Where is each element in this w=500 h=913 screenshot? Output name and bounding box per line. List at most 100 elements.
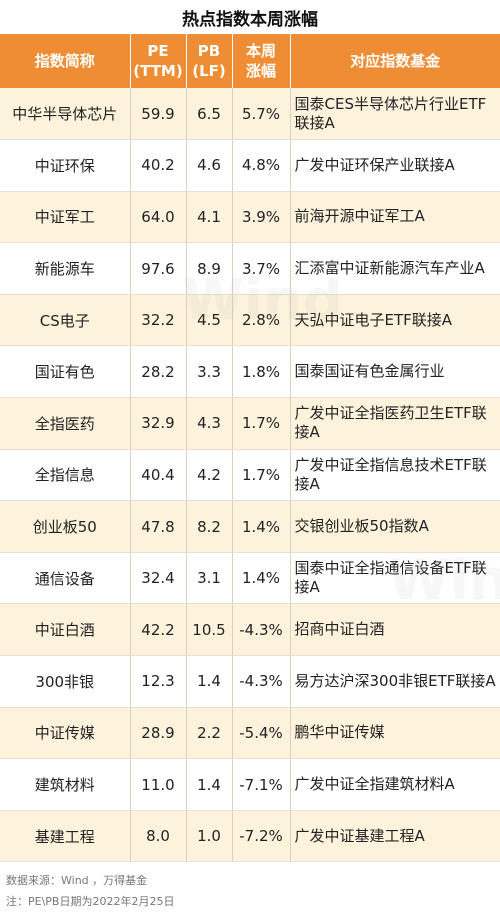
pb-cell: 4.2: [186, 449, 233, 502]
index-table: 指数简称 PE (TTM) PB (LF) 本周 涨幅 对应指数基金 中华半导体芯片 5…: [0, 34, 500, 863]
weekly-change-cell: -4.3%: [232, 655, 291, 708]
table-row: 新能源车 97.6 8.9 3.7% 汇添富中证新能源汽车产业A: [0, 242, 500, 295]
fund-name-cell: 广发中证环保产业联接A: [290, 139, 500, 192]
table-body: 中华半导体芯片 59.9 6.5 5.7% 国泰CES半导体芯片行业ETF联接A 中证环保…: [0, 88, 500, 863]
index-name-cell: 基建工程: [0, 810, 131, 863]
fund-name-cell: 国泰国证有色金属行业: [290, 345, 500, 399]
pb-cell: 4.6: [186, 139, 233, 192]
header-weekly-change: 本周 涨幅: [232, 34, 291, 88]
pe-cell: 32.2: [130, 294, 187, 347]
table-row: 国证有色 28.2 3.3 1.8% 国泰国证有色金属行业: [0, 345, 500, 399]
table-row: 创业板50 47.8 8.2 1.4% 交银创业板50指数A: [0, 500, 500, 553]
weekly-change-cell: 1.7%: [232, 397, 291, 450]
pb-cell: 8.9: [186, 242, 233, 295]
index-name-cell: 中证环保: [0, 139, 131, 192]
table-row: 全指信息 40.4 4.2 1.7% 广发中证全指信息技术ETF联接A: [0, 449, 500, 502]
table-row: CS电子 32.2 4.5 2.8% 天弘中证电子ETF联接A: [0, 294, 500, 347]
header-name: 指数简称: [0, 34, 131, 88]
fund-name-cell: 广发中证基建工程A: [290, 810, 500, 863]
pe-cell: 42.2: [130, 603, 187, 657]
weekly-change-cell: 2.8%: [232, 294, 291, 347]
index-name-cell: 通信设备: [0, 552, 131, 605]
date-note: 注：PE\PB日期为2022年2月25日: [6, 895, 175, 908]
pe-cell: 32.4: [130, 552, 187, 605]
pb-cell: 4.3: [186, 397, 233, 450]
pe-cell: 40.4: [130, 449, 187, 502]
pb-cell: 6.5: [186, 88, 233, 141]
index-name-cell: 国证有色: [0, 345, 131, 399]
weekly-change-cell: 4.8%: [232, 139, 291, 192]
data-source-note: 数据来源：Wind ，万得基金: [6, 874, 148, 887]
pe-cell: 12.3: [130, 655, 187, 708]
weekly-change-cell: 1.4%: [232, 500, 291, 553]
table-row: 基建工程 8.0 1.0 -7.2% 广发中证基建工程A: [0, 810, 500, 863]
weekly-change-cell: 5.7%: [232, 88, 291, 141]
header-pe: PE (TTM): [130, 34, 187, 88]
table-row: 中证环保 40.2 4.6 4.8% 广发中证环保产业联接A: [0, 139, 500, 192]
fund-name-cell: 前海开源中证军工A: [290, 191, 500, 244]
index-name-cell: 中华半导体芯片: [0, 88, 131, 141]
table-row: 中华半导体芯片 59.9 6.5 5.7% 国泰CES半导体芯片行业ETF联接A: [0, 88, 500, 141]
weekly-change-cell: 3.9%: [232, 191, 291, 244]
pe-cell: 28.9: [130, 707, 187, 760]
pe-cell: 47.8: [130, 500, 187, 553]
weekly-change-cell: -4.3%: [232, 603, 291, 657]
pb-cell: 8.2: [186, 500, 233, 553]
pe-cell: 11.0: [130, 758, 187, 811]
fund-name-cell: 鹏华中证传媒: [290, 707, 500, 760]
fund-name-cell: 广发中证全指信息技术ETF联接A: [290, 449, 500, 502]
fund-name-cell: 交银创业板50指数A: [290, 500, 500, 553]
table-row: 全指医药 32.9 4.3 1.7% 广发中证全指医药卫生ETF联接A: [0, 397, 500, 450]
index-name-cell: 300非银: [0, 655, 131, 708]
index-name-cell: 创业板50: [0, 500, 131, 553]
fund-name-cell: 广发中证全指建筑材料A: [290, 758, 500, 811]
pb-cell: 3.3: [186, 345, 233, 399]
pb-cell: 4.1: [186, 191, 233, 244]
index-name-cell: 全指医药: [0, 397, 131, 450]
fund-name-cell: 招商中证白酒: [290, 603, 500, 657]
fund-name-cell: 广发中证全指医药卫生ETF联接A: [290, 397, 500, 450]
header-pb: PB (LF): [186, 34, 233, 88]
pe-cell: 40.2: [130, 139, 187, 192]
table-row: 建筑材料 11.0 1.4 -7.1% 广发中证全指建筑材料A: [0, 758, 500, 811]
weekly-change-cell: 3.7%: [232, 242, 291, 295]
fund-name-cell: 国泰中证全指通信设备ETF联接A: [290, 552, 500, 605]
weekly-change-cell: -5.4%: [232, 707, 291, 760]
pb-cell: 1.4: [186, 758, 233, 811]
index-name-cell: 建筑材料: [0, 758, 131, 811]
pe-cell: 8.0: [130, 810, 187, 863]
table-row: 中证军工 64.0 4.1 3.9% 前海开源中证军工A: [0, 191, 500, 244]
pe-cell: 28.2: [130, 345, 187, 399]
header-fund: 对应指数基金: [290, 34, 500, 88]
pb-cell: 10.5: [186, 603, 233, 657]
index-name-cell: 中证白酒: [0, 603, 131, 657]
fund-name-cell: 易方达沪深300非银ETF联接A: [290, 655, 500, 708]
weekly-change-cell: -7.1%: [232, 758, 291, 811]
index-name-cell: CS电子: [0, 294, 131, 347]
index-name-cell: 中证传媒: [0, 707, 131, 760]
fund-name-cell: 天弘中证电子ETF联接A: [290, 294, 500, 347]
pb-cell: 3.1: [186, 552, 233, 605]
weekly-change-cell: 1.8%: [232, 345, 291, 399]
page-title: 热点指数本周涨幅: [182, 9, 318, 30]
pe-cell: 32.9: [130, 397, 187, 450]
pb-cell: 2.2: [186, 707, 233, 760]
table-row: 中证白酒 42.2 10.5 -4.3% 招商中证白酒: [0, 603, 500, 657]
pb-cell: 1.0: [186, 810, 233, 863]
table-row: 300非银 12.3 1.4 -4.3% 易方达沪深300非银ETF联接A: [0, 655, 500, 708]
table-row: 通信设备 32.4 3.1 1.4% 国泰中证全指通信设备ETF联接A: [0, 552, 500, 605]
pe-cell: 59.9: [130, 88, 187, 141]
pb-cell: 4.5: [186, 294, 233, 347]
pb-cell: 1.4: [186, 655, 233, 708]
index-name-cell: 全指信息: [0, 449, 131, 502]
index-name-cell: 新能源车: [0, 242, 131, 295]
weekly-change-cell: 1.4%: [232, 552, 291, 605]
weekly-change-cell: -7.2%: [232, 810, 291, 863]
table-header: 指数简称 PE (TTM) PB (LF) 本周 涨幅 对应指数基金: [0, 34, 500, 88]
index-name-cell: 中证军工: [0, 191, 131, 244]
table-row: 中证传媒 28.9 2.2 -5.4% 鹏华中证传媒: [0, 707, 500, 760]
fund-name-cell: 汇添富中证新能源汽车产业A: [290, 242, 500, 295]
weekly-change-cell: 1.7%: [232, 449, 291, 502]
pe-cell: 64.0: [130, 191, 187, 244]
pe-cell: 97.6: [130, 242, 187, 295]
